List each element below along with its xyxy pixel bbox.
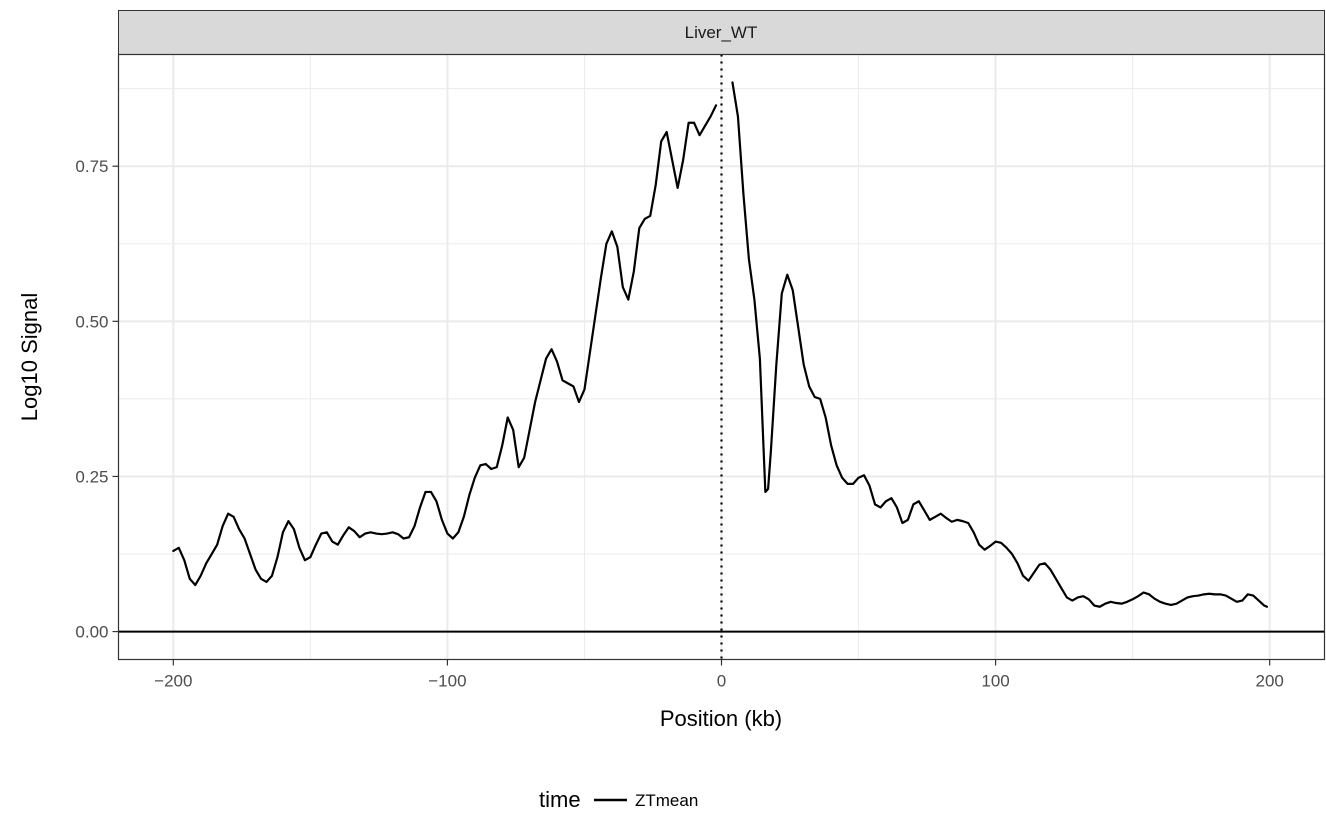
series-line-ztmean-segment-2 — [731, 81, 1269, 608]
y-tick-label: 0.50 — [75, 312, 108, 331]
y-tick-label: 0.75 — [75, 157, 108, 176]
x-tick-label: 0 — [717, 672, 726, 691]
legend-title: time — [539, 787, 581, 812]
y-axis-title: Log10 Signal — [17, 293, 42, 421]
y-axis: 0.00 0.25 0.50 0.75 — [75, 157, 119, 642]
legend-label-ztmean: ZTmean — [635, 791, 698, 810]
series-line-ztmean-segment-1 — [172, 104, 718, 587]
x-tick-label: 200 — [1255, 672, 1283, 691]
y-tick-label: 0.25 — [75, 467, 108, 486]
series-layer — [172, 81, 1269, 608]
x-tick-label: −200 — [154, 672, 192, 691]
x-axis: −200 −100 0 100 200 — [154, 659, 1284, 691]
y-tick-label: 0.00 — [75, 623, 108, 642]
x-tick-label: −100 — [428, 672, 466, 691]
facet-strip-label: Liver_WT — [685, 23, 758, 42]
facet-strip — [118, 10, 1325, 55]
legend: time ZTmean — [539, 787, 698, 812]
x-tick-label: 100 — [981, 672, 1009, 691]
x-axis-title: Position (kb) — [660, 706, 782, 731]
